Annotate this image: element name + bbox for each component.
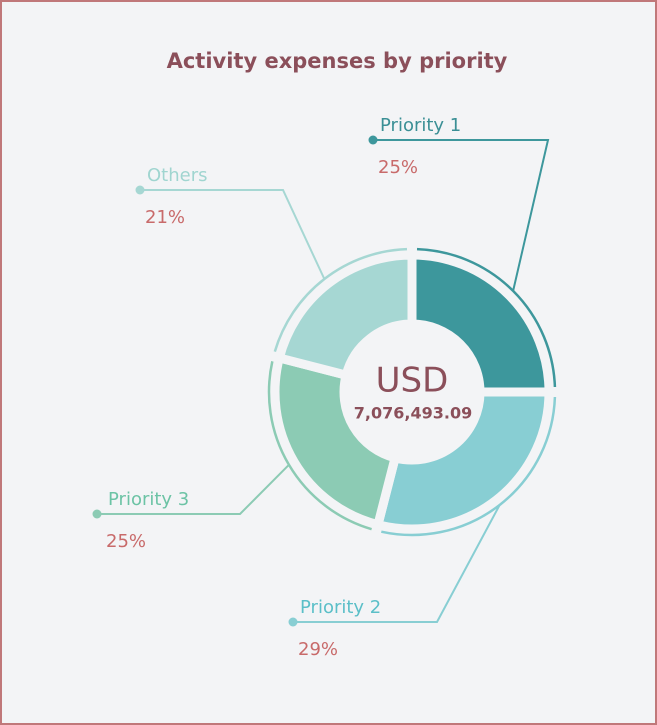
leader-line [293,504,501,623]
legend-label: Priority 1 [380,115,461,136]
slice [407,250,554,397]
center-text: 7,076,493.09 [354,404,472,423]
outer-ring [416,247,557,388]
center-title: USD [376,361,449,401]
leader-line [97,464,290,515]
leader-line [140,189,326,280]
outer-ring [267,361,372,531]
leader-line [373,139,550,292]
leader-dot [92,509,102,519]
outer-ring [273,247,408,352]
legend-label: Others [147,165,208,186]
slice [273,250,417,381]
data-label: 21% [145,207,185,228]
data-label: 25% [378,157,418,178]
data-label: 25% [106,531,146,552]
leader-dot [288,617,298,627]
outer-ring [381,396,557,537]
legend-label: Priority 3 [108,489,189,510]
chart-title: Activity expenses by priority [167,49,508,73]
slice [372,387,554,534]
legend-label: Priority 2 [300,597,381,618]
leader-dot [368,135,378,145]
leader-dot [135,185,145,195]
slice [270,352,401,531]
data-label: 29% [298,639,338,660]
